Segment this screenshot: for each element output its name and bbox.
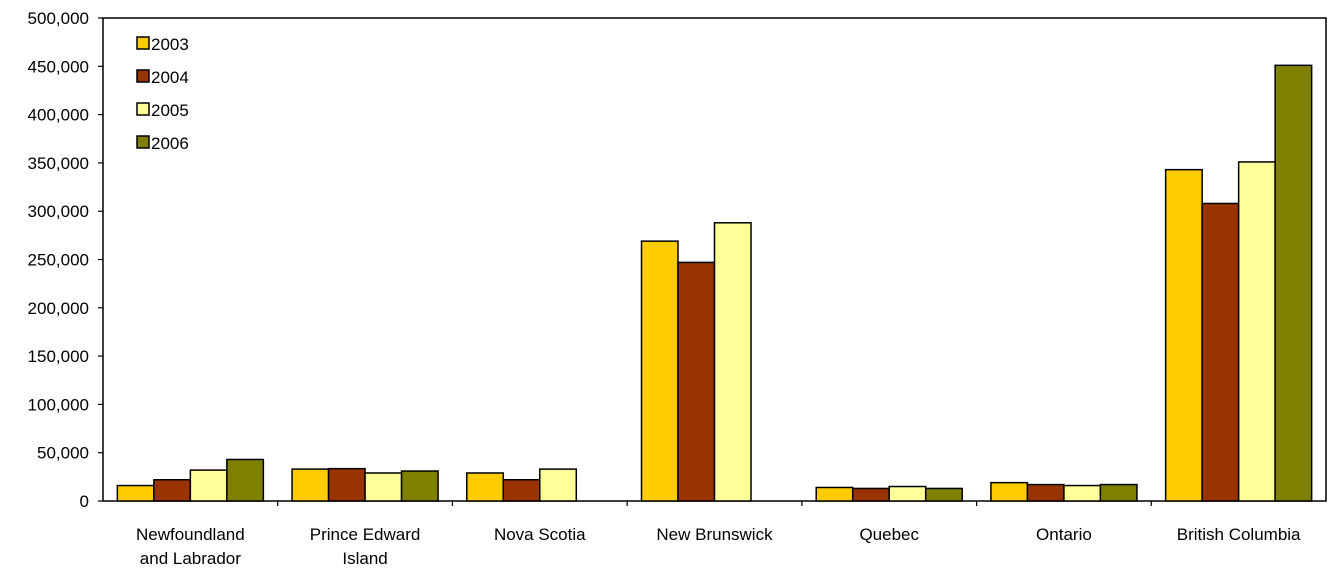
y-tick-label: 0 [80,492,89,511]
bar-2004 [677,261,716,502]
category-label: Nova Scotia [494,525,586,544]
x-axis-categories: Newfoundland and Labrador Prince Edward Isl… [136,525,1301,568]
bar-2006 [924,487,963,502]
y-axis-ticks: 0 50,000 100,000 150,000 200,000 250,000 300,0… [28,9,1152,511]
bar-2004 [1026,483,1065,502]
bar-2005 [539,468,578,502]
legend: 2003 2004 2005 2006 [136,35,189,153]
category-label: Ontario [1036,525,1092,544]
category-label: and Labrador [140,549,241,568]
legend-swatch-2004 [136,69,150,83]
y-tick-label: 450,000 [28,57,89,76]
legend-swatch-2006 [136,135,150,149]
bar-2004 [1201,202,1240,502]
bar-2003 [1164,168,1203,502]
bar-2004 [153,478,192,502]
y-tick-label: 200,000 [28,299,89,318]
bar-2006 [1274,64,1313,502]
bar-2005 [189,469,228,502]
bar-2004 [502,478,541,502]
y-tick-label: 500,000 [28,9,89,28]
y-tick-label: 250,000 [28,251,89,270]
legend-label: 2006 [151,134,189,153]
legend-swatch-2003 [136,36,150,50]
bar-2004 [851,487,890,502]
bar-2003 [640,240,679,502]
y-tick-label: 50,000 [37,444,89,463]
category-label: Island [342,549,387,568]
bar-2005 [888,485,927,502]
bar-2005 [713,222,752,502]
y-tick-label: 400,000 [28,106,89,125]
bar-2004 [327,467,366,502]
bar-2003 [990,481,1029,502]
legend-label: 2003 [151,35,189,54]
bars [116,64,1313,502]
legend-swatch-2005 [136,102,150,116]
bar-2003 [291,468,330,502]
y-tick-label: 100,000 [28,395,89,414]
category-label: Newfoundland [136,525,245,544]
y-tick-label: 300,000 [28,202,89,221]
bar-2006 [1099,483,1138,502]
legend-label: 2004 [151,68,189,87]
category-label: British Columbia [1177,525,1301,544]
bar-2006 [226,458,265,502]
bar-2003 [466,472,505,502]
category-label: New Brunswick [656,525,773,544]
y-tick-label: 350,000 [28,154,89,173]
y-tick-label: 150,000 [28,347,89,366]
category-label: Prince Edward [310,525,421,544]
bar-2006 [400,470,439,502]
legend-label: 2005 [151,101,189,120]
bar-2005 [1237,161,1276,502]
bar-2003 [815,486,854,502]
bar-2005 [1063,484,1102,502]
category-label: Quebec [859,525,919,544]
bar-2003 [116,484,155,502]
bar-2005 [364,472,403,502]
